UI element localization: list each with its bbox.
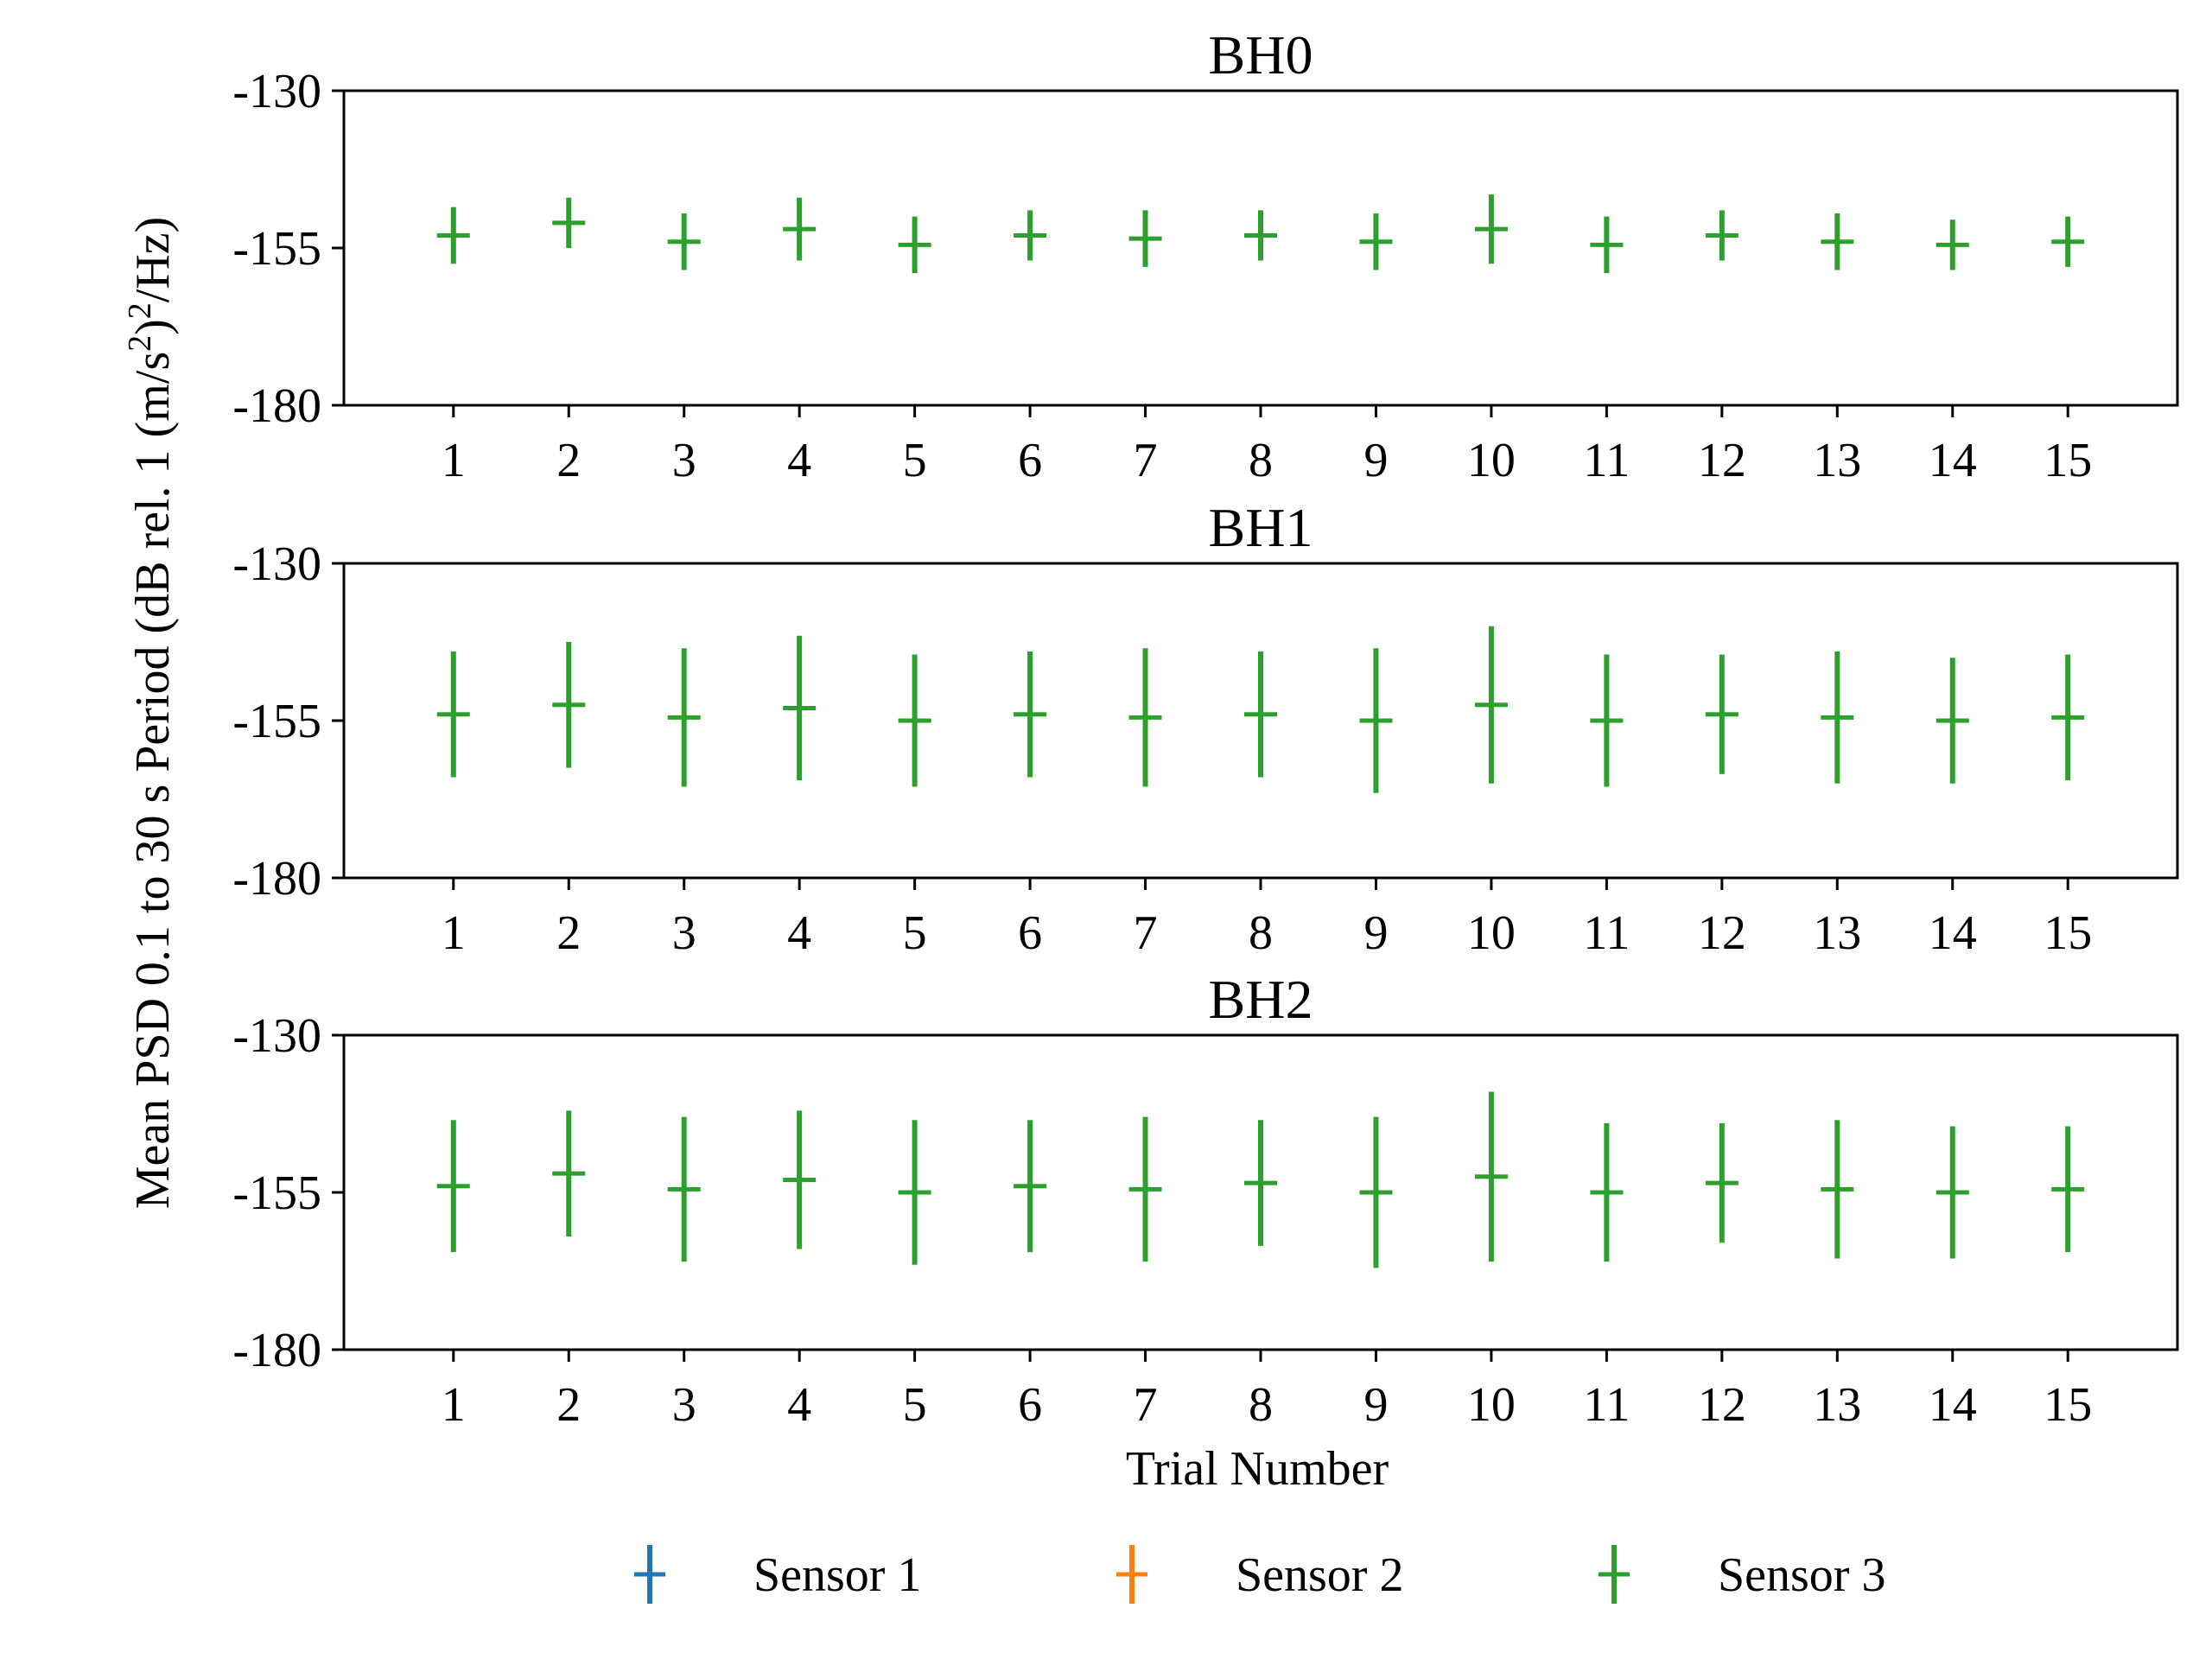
x-tick-label: 9 bbox=[1363, 1378, 1388, 1432]
x-tick-label: 10 bbox=[1467, 906, 1516, 960]
x-tick-label: 7 bbox=[1134, 1378, 1158, 1432]
x-tick-label: 8 bbox=[1249, 906, 1273, 960]
x-tick-label: 12 bbox=[1698, 434, 1746, 487]
y-tick-label: -130 bbox=[232, 537, 321, 591]
x-tick-label: 11 bbox=[1583, 1378, 1630, 1432]
x-tick-label: 2 bbox=[556, 434, 581, 487]
y-tick-label: -180 bbox=[232, 1324, 321, 1377]
legend-label: Sensor 1 bbox=[753, 1548, 921, 1602]
x-tick-label: 12 bbox=[1698, 906, 1746, 960]
x-tick-label: 12 bbox=[1698, 1378, 1746, 1432]
x-tick-label: 14 bbox=[1929, 906, 1977, 960]
x-tick-label: 13 bbox=[1813, 1378, 1861, 1432]
x-tick-label: 5 bbox=[903, 906, 927, 960]
x-tick-label: 2 bbox=[556, 1378, 581, 1432]
x-tick-label: 5 bbox=[903, 1378, 927, 1432]
y-axis-label: Mean PSD 0.1 to 30 s Period (dB rel. 1 (… bbox=[122, 217, 180, 1210]
x-tick-label: 3 bbox=[672, 906, 696, 960]
y-tick-label: -130 bbox=[232, 1009, 321, 1063]
y-tick-label: -155 bbox=[232, 1166, 321, 1220]
x-tick-label: 2 bbox=[556, 906, 581, 960]
x-tick-label: 15 bbox=[2044, 906, 2092, 960]
x-tick-label: 4 bbox=[787, 906, 811, 960]
x-tick-label: 15 bbox=[2044, 434, 2092, 487]
y-tick-label: -180 bbox=[232, 852, 321, 906]
x-tick-label: 10 bbox=[1467, 1378, 1516, 1432]
legend-item-sensor-1: Sensor 1 bbox=[634, 1545, 921, 1604]
x-tick-label: 9 bbox=[1363, 906, 1388, 960]
series-sensor-3 bbox=[436, 1091, 2085, 1268]
y-tick-label: -180 bbox=[232, 379, 321, 433]
x-tick-label: 7 bbox=[1134, 906, 1158, 960]
x-tick-label: 5 bbox=[903, 434, 927, 487]
x-axis-label: Trial Number bbox=[1126, 1442, 1389, 1496]
x-tick-label: 10 bbox=[1467, 434, 1516, 487]
x-tick-label: 7 bbox=[1134, 434, 1158, 487]
legend: Sensor 1 Sensor 2 Sensor 3 bbox=[634, 1545, 1885, 1604]
x-tick-label: 3 bbox=[672, 434, 696, 487]
x-tick-label: 13 bbox=[1813, 434, 1861, 487]
series-sensor-3 bbox=[436, 194, 2085, 274]
panel-title: BH2 bbox=[1209, 969, 1313, 1030]
x-tick-label: 6 bbox=[1018, 1378, 1042, 1432]
legend-item-sensor-2: Sensor 2 bbox=[1116, 1545, 1403, 1604]
x-tick-label: 15 bbox=[2044, 1378, 2092, 1432]
panel-title: BH1 bbox=[1209, 497, 1313, 558]
legend-item-sensor-3: Sensor 3 bbox=[1599, 1545, 1885, 1604]
y-tick-label: -130 bbox=[232, 65, 321, 118]
x-tick-label: 4 bbox=[787, 1378, 811, 1432]
x-tick-label: 6 bbox=[1018, 906, 1042, 960]
panel-title: BH0 bbox=[1209, 24, 1313, 86]
x-tick-label: 1 bbox=[442, 1378, 466, 1432]
x-tick-label: 6 bbox=[1018, 434, 1042, 487]
legend-label: Sensor 2 bbox=[1236, 1548, 1403, 1602]
x-tick-label: 3 bbox=[672, 1378, 696, 1432]
x-tick-label: 8 bbox=[1249, 434, 1273, 487]
series-sensor-3 bbox=[436, 626, 2085, 793]
x-tick-label: 11 bbox=[1583, 906, 1630, 960]
x-tick-label: 1 bbox=[442, 434, 466, 487]
x-tick-label: 8 bbox=[1249, 1378, 1273, 1432]
legend-label: Sensor 3 bbox=[1718, 1548, 1885, 1602]
x-tick-label: 9 bbox=[1363, 434, 1388, 487]
x-tick-label: 4 bbox=[787, 434, 811, 487]
x-tick-label: 14 bbox=[1929, 1378, 1977, 1432]
x-tick-label: 1 bbox=[442, 906, 466, 960]
x-tick-label: 13 bbox=[1813, 906, 1861, 960]
x-tick-label: 14 bbox=[1929, 434, 1977, 487]
y-tick-label: -155 bbox=[232, 222, 321, 276]
y-tick-label: -155 bbox=[232, 695, 321, 748]
x-tick-label: 11 bbox=[1583, 434, 1630, 487]
